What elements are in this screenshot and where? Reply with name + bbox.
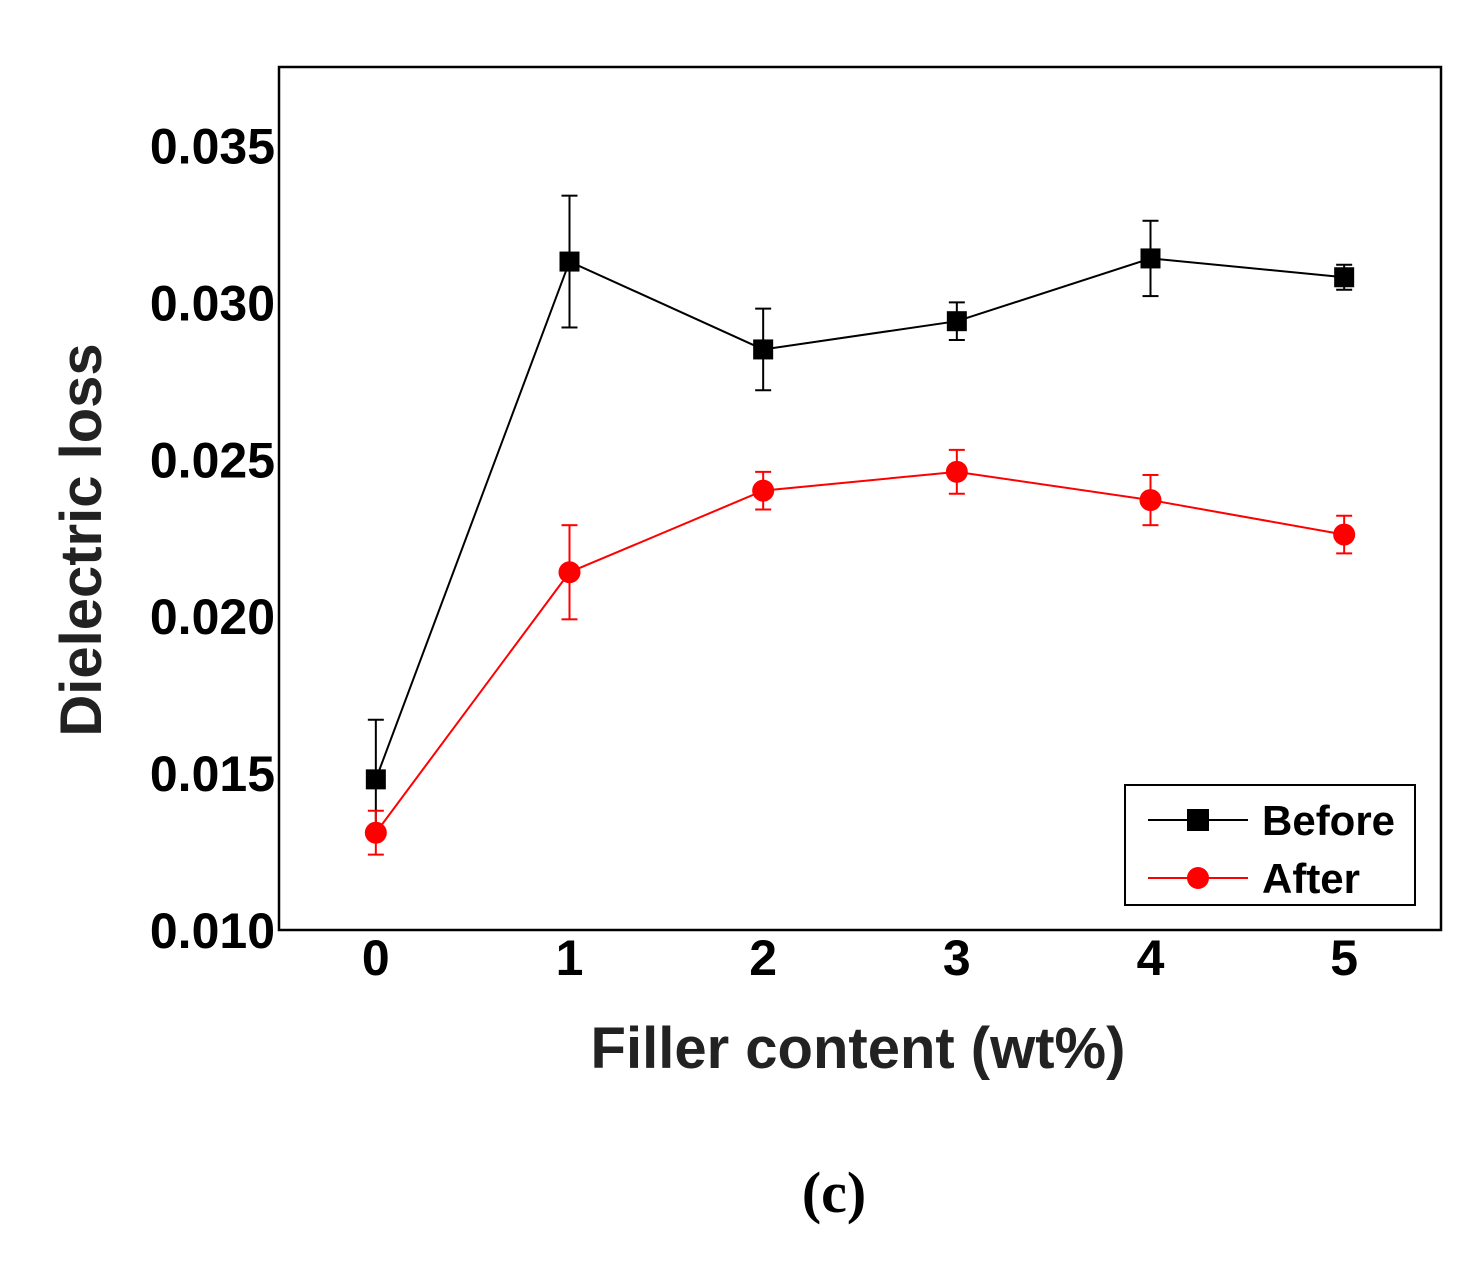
y-axis-title: Dielectric loss <box>49 343 114 736</box>
y-tick-label: 0.035 <box>150 118 275 174</box>
legend-marker-before <box>1187 809 1209 831</box>
series-line-before <box>374 257 1345 780</box>
data-point-after <box>558 561 581 584</box>
data-point-before <box>559 251 580 272</box>
data-point-after <box>945 460 968 483</box>
y-axis-ticks: 0.010 0.015 0.020 0.025 0.030 0.035 <box>150 118 275 959</box>
plot-frame <box>277 65 1443 932</box>
data-point-before <box>1140 248 1161 269</box>
plot-marks <box>364 194 1356 856</box>
x-axis-title: Filler content (wt%) <box>591 1016 1126 1081</box>
data-point-before <box>365 769 386 790</box>
legend-box <box>1124 784 1416 906</box>
y-tick-label: 0.015 <box>150 746 275 802</box>
data-point-after <box>1333 523 1356 546</box>
x-tick-label: 5 <box>1330 930 1358 986</box>
data-point-after <box>364 821 387 844</box>
x-tick-label: 2 <box>749 930 777 986</box>
legend-marker-after <box>1187 867 1209 889</box>
x-tick-label: 1 <box>556 930 584 986</box>
legend-label-before: Before <box>1262 797 1395 844</box>
y-tick-label: 0.010 <box>150 903 275 959</box>
x-tick-label: 0 <box>362 930 390 986</box>
y-tick-label: 0.030 <box>150 275 275 331</box>
series-line-after <box>375 470 1345 834</box>
x-axis-ticks: 0 1 2 3 4 5 <box>362 930 1358 986</box>
y-tick-label: 0.025 <box>150 432 275 488</box>
data-point-after <box>752 479 775 502</box>
legend: Before After <box>1124 784 1416 906</box>
figure-caption: (c) <box>802 1160 866 1225</box>
data-point-after <box>1139 489 1162 512</box>
data-point-before <box>946 311 967 332</box>
x-tick-label: 3 <box>943 930 971 986</box>
x-tick-label: 4 <box>1137 930 1165 986</box>
legend-label-after: After <box>1262 855 1360 902</box>
y-tick-label: 0.020 <box>150 589 275 645</box>
data-point-before <box>1334 267 1355 288</box>
data-point-before <box>753 339 774 360</box>
